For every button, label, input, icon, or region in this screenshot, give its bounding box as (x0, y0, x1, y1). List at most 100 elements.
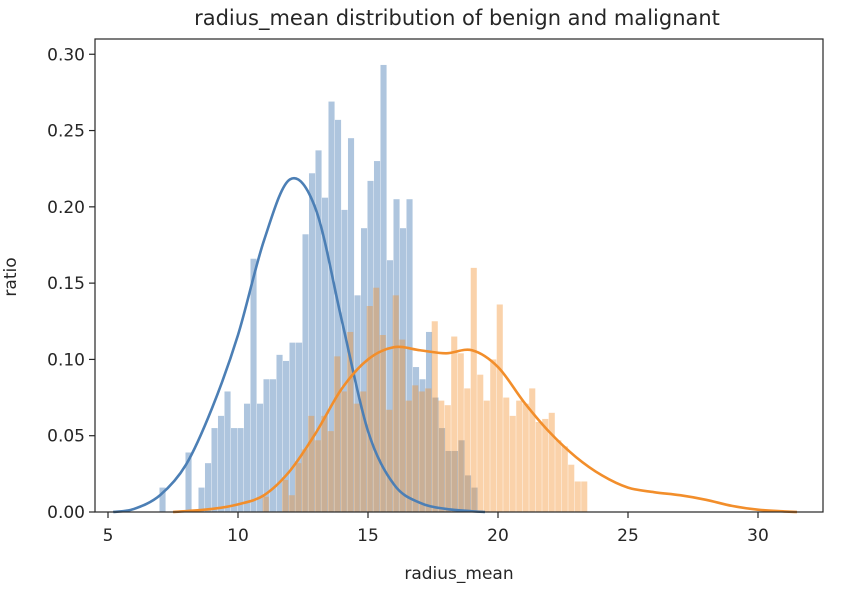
y-tick-label: 0.25 (47, 122, 85, 142)
histogram-bar-s1-8 (314, 440, 321, 512)
histogram-bar-s0-46 (458, 440, 465, 512)
histogram-bar-s0-43 (438, 428, 446, 512)
histogram-bar-s1-0 (262, 496, 269, 512)
histogram-bar-s0-4 (185, 452, 192, 512)
histogram-bar-s0-38 (406, 199, 413, 512)
plot-frame (94, 38, 824, 513)
histogram-bar-s1-19 (386, 409, 393, 512)
histogram-bar-s0-19 (282, 360, 290, 512)
histogram-bar-s1-37 (503, 397, 510, 512)
histogram-bar-s0-6 (198, 487, 205, 512)
histogram-bar-s1-47 (568, 464, 575, 512)
histogram-bar-s0-40 (419, 379, 426, 512)
histogram-bar-s1-16 (366, 306, 373, 512)
histogram-bar-s0-41 (425, 331, 433, 512)
histogram-bar-s1-17 (373, 287, 380, 512)
histogram-bar-s1-39 (516, 400, 523, 512)
histogram-bar-s1-46 (561, 446, 568, 512)
x-tick-label: 10 (227, 526, 249, 546)
histogram-bar-s1-11 (334, 356, 341, 512)
histogram-bar-s1-3 (282, 479, 289, 512)
x-tick-label: 20 (487, 526, 509, 546)
histogram-bar-s1-27 (438, 400, 445, 512)
y-tick-label: 0.15 (47, 274, 85, 294)
histogram-bars (159, 64, 588, 513)
histogram-bar-s1-14 (353, 403, 360, 512)
histogram-bar-s0-45 (451, 450, 459, 512)
y-axis-label: ratio (1, 257, 21, 296)
histogram-bar-s0-22 (302, 234, 309, 513)
histogram-bar-s1-48 (574, 481, 581, 512)
y-tick-label: 0.10 (47, 350, 85, 370)
y-tick-label: 0.00 (47, 503, 85, 523)
x-axis-label: radius_mean (404, 564, 513, 584)
histogram-bar-s0-48 (471, 487, 478, 512)
histogram-bar-s0-33 (373, 161, 381, 512)
histogram-bar-s1-45 (555, 440, 562, 512)
histogram-bar-s1-34 (483, 400, 490, 512)
histogram-bar-s1-12 (340, 391, 347, 512)
kde-curve-s1 (172, 345, 798, 514)
histogram-bar-s0-36 (393, 199, 400, 512)
histogram-bar-s0-35 (386, 260, 394, 512)
histogram-bar-s1-43 (542, 418, 549, 512)
histogram-bar-s1-22 (405, 400, 412, 512)
histogram-bar-s0-18 (276, 354, 283, 512)
histogram-bar-s0-11 (230, 428, 238, 512)
histogram-bar-s1-23 (412, 385, 419, 512)
histogram-bar-s0-14 (250, 258, 257, 512)
histogram-bar-s0-20 (289, 342, 296, 512)
histogram-bar-s1-7 (308, 415, 315, 512)
x-tick-label: 5 (103, 526, 114, 546)
histogram-bar-s1-6 (301, 449, 308, 512)
histogram-bar-s0-42 (432, 397, 439, 512)
axes: 5 10 15 20 25 30 0.00 0.05 0.10 0.15 0.20 0.25 0.30 (47, 38, 824, 546)
histogram-bar-s1-26 (431, 321, 438, 512)
histogram-bar-s1-13 (347, 331, 354, 512)
histogram-bar-s1-10 (327, 431, 334, 512)
histogram-bar-s1-20 (392, 295, 399, 512)
histogram-bar-s0-24 (315, 150, 322, 512)
histogram-bar-s0-17 (269, 379, 277, 512)
histogram-bar-s0-23 (308, 173, 316, 512)
histogram-bar-s1-9 (321, 415, 328, 512)
histogram-bar-s1-38 (509, 415, 516, 512)
y-tick-label: 0.20 (47, 198, 85, 218)
histogram-bar-s0-30 (354, 295, 361, 512)
histogram-bar-s1-18 (379, 335, 386, 512)
histogram-bar-s0-7 (204, 463, 212, 512)
histogram-bar-s1-15 (360, 391, 367, 512)
histogram-bar-s0-10 (224, 391, 231, 512)
histogram-bar-s0-16 (263, 379, 270, 512)
histogram-bar-s1-31 (464, 388, 471, 512)
histogram-bar-s1-25 (425, 388, 432, 512)
histogram-bar-s0-9 (217, 415, 225, 512)
histogram-bar-s0-34 (380, 64, 387, 512)
histogram-bar-s1-4 (288, 495, 295, 512)
histogram-bar-s0-27 (334, 119, 342, 513)
histogram-bar-s1-29 (451, 336, 458, 512)
histogram-bar-s0-21 (295, 342, 303, 512)
histogram-bar-s0-47 (464, 475, 472, 512)
histogram-bar-s0-28 (341, 209, 348, 512)
histogram-bar-s1-32 (470, 267, 477, 512)
histogram-bar-s0-31 (360, 228, 368, 512)
histogram-bar-s0-26 (328, 101, 335, 512)
histogram-bar-s1-5 (295, 463, 302, 512)
x-tick-label: 25 (617, 526, 639, 546)
histogram-bar-s0-37 (399, 228, 407, 512)
histogram-bar-s0-13 (243, 403, 251, 512)
histogram-bar-s1-49 (581, 481, 588, 512)
histogram-bar-s0-0 (159, 487, 166, 512)
histogram-bar-s1-35 (490, 359, 497, 512)
histogram-bar-s1-40 (522, 403, 529, 512)
y-tick-label: 0.05 (47, 427, 85, 447)
histogram-bar-s1-41 (529, 388, 536, 512)
y-tick-label: 0.30 (47, 45, 85, 65)
histogram-bar-s1-44 (548, 412, 555, 512)
kde-curve-s0 (113, 176, 486, 514)
histogram-bar-s0-39 (412, 367, 420, 512)
histogram-bar-s1-36 (496, 304, 503, 512)
